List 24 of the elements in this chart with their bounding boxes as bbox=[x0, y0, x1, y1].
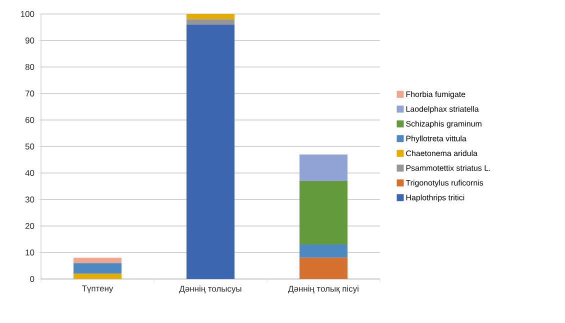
x-tick-label: Түптену bbox=[82, 286, 114, 294]
bar bbox=[300, 154, 348, 181]
y-tick-label: 30 bbox=[25, 196, 34, 202]
bar bbox=[186, 14, 235, 20]
y-tick-label: 80 bbox=[25, 64, 34, 70]
bar bbox=[74, 274, 122, 279]
y-tick-label: 90 bbox=[25, 38, 34, 44]
bar bbox=[186, 19, 235, 25]
y-tick-label: 40 bbox=[25, 170, 34, 176]
bar bbox=[74, 263, 122, 274]
y-tick-label: 70 bbox=[26, 90, 34, 96]
bar bbox=[186, 24, 235, 279]
y-tick-label: 0 bbox=[30, 276, 34, 282]
bar bbox=[74, 258, 122, 264]
y-tick-label: 100 bbox=[20, 11, 34, 17]
y-tick-label: 60 bbox=[26, 117, 34, 123]
y-tick-label: 50 bbox=[25, 144, 34, 150]
x-tick-label: Дәннің толысуы bbox=[179, 286, 242, 294]
bar bbox=[300, 258, 348, 279]
y-tick-label: 20 bbox=[25, 223, 34, 229]
y-tick-label: 10 bbox=[26, 250, 34, 256]
bar bbox=[300, 244, 348, 258]
x-tick-label: Дәннің толық пісуі bbox=[288, 286, 358, 294]
bar bbox=[300, 180, 348, 245]
